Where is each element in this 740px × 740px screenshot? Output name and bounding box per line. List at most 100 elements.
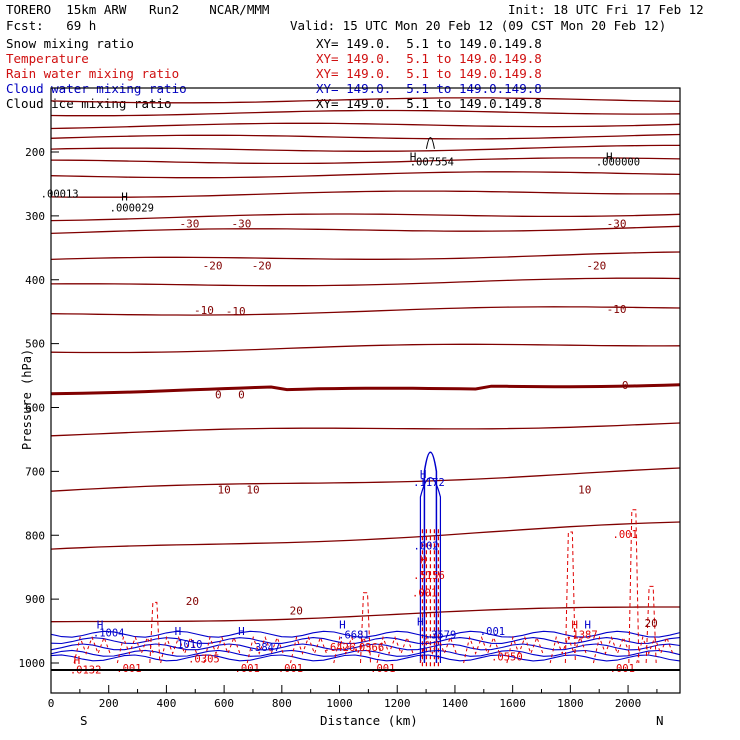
max-value-label: .1172 [413,477,445,489]
rain-water-contour [246,635,284,664]
max-value-label: .002 [413,540,438,552]
x-tick-label: 0 [48,697,55,710]
max-value-label: .6681 [338,629,370,641]
isotherm-line [50,171,681,179]
temperature-label: 10 [578,483,591,496]
rain-water-contour [333,635,371,664]
field-rain-xy: XY= 149.0. 5.1 to 149.0.149.8 [316,66,542,81]
cloud-water-column-outer [419,477,442,663]
y-tick-label: 200 [25,146,45,159]
h-marker: H [97,619,104,632]
temperature-label: -20 [252,260,272,273]
isotherm-line [50,109,681,117]
isotherm-line [50,306,681,316]
rain-water-contour [636,635,674,664]
model-title: TORERO 15km ARW Run2 NCAR/MMM [6,2,270,17]
isotherm-line [50,521,681,550]
x-axis-label: Distance (km) [320,713,418,728]
x-tick-label: 2000 [615,697,642,710]
isotherm-line [50,225,681,235]
h-marker: H [606,150,613,163]
isotherm-line [50,157,681,165]
max-value-label: .5156 [413,570,445,582]
isotherm-line [50,133,681,140]
x-tick-label: 200 [99,697,119,710]
y-tick-label: 700 [25,465,45,478]
rain-plume [149,601,161,664]
field-temperature: Temperature [6,51,89,66]
max-value-label: .001 [613,529,638,541]
temperature-label: -20 [586,260,606,273]
x-tick-label: 1000 [326,697,353,710]
rain-plume [645,585,657,664]
y-axis-label: Pressure (hPa) [20,348,34,450]
field-snow: Snow mixing ratio [6,36,134,51]
temperature-label: -10 [607,303,627,316]
isotherm-line [50,343,681,354]
isotherm-line [50,213,681,222]
rain-water-contour [289,635,327,664]
x-tick-label: 1400 [442,697,469,710]
y-tick-label: 300 [25,210,45,223]
max-value-label: .00013 [41,189,79,201]
isotherm-line [50,277,681,287]
rain-water-contour [506,635,544,664]
isotherm-line [50,122,681,130]
rain-water-contour [203,635,241,664]
h-marker: H [417,615,424,628]
cloud-water-band [50,643,681,651]
rain-water-contour [549,635,587,664]
max-value-label: .1387 [566,629,598,641]
temperature-label: -10 [226,305,246,318]
isotherm-line [50,606,680,623]
y-tick-label: 600 [25,402,45,415]
h-marker: H [420,554,427,567]
rain-plume [360,592,371,664]
south-label: S [80,713,88,728]
temperature-label: 10 [246,483,259,496]
max-value-label: .1010 [171,639,203,651]
x-tick-label: 1800 [557,697,584,710]
isotherm-line [50,422,681,437]
max-value-label: .0305 [188,654,220,666]
field-rain: Rain water mixing ratio [6,66,180,81]
y-tick-label: 400 [25,274,45,287]
temperature-label: -30 [607,218,627,231]
temperature-isotherms [50,97,681,623]
cloud-ice-cap [425,137,435,149]
contour-labels: -30 -30 -30 -20 -20 -20 -10 -10 -10 0 0 0 10 10 10 20 20… [41,150,658,676]
cloud-water-column [423,451,438,663]
temperature-label: -30 [180,218,200,231]
max-value-label: .6426 [324,642,356,654]
isotherm-line [50,144,680,152]
rain-plume [564,531,576,664]
h-marker: H [339,619,346,632]
h-marker: H [571,619,578,632]
forecast-hour: Fcst: 69 h [6,18,97,33]
max-value-label: .001 [480,626,505,638]
h-marker: H [121,191,128,204]
valid-time: Valid: 15 UTC Mon 20 Feb 12 (09 CST Mon … [290,18,667,33]
max-value-label: .3847 [249,642,281,654]
x-tick-label: 400 [156,697,176,710]
init-time: Init: 18 UTC Fri 17 Feb 12 [508,2,704,17]
h-marker: H [74,654,81,667]
isotherm-line [50,383,681,396]
temperature-label: 20 [186,595,199,608]
moisture-contours [50,137,681,667]
isotherm-line [50,467,681,492]
x-tick-label: 600 [214,697,234,710]
isotherm-line [50,190,681,198]
temperature-label: 10 [217,483,230,496]
rain-water-contour [376,635,414,664]
rain-water-contour [73,635,111,664]
north-label: N [656,713,664,728]
temperature-label: 20 [645,617,658,630]
isotherm-line [50,97,681,104]
rain-water-contour [463,635,501,664]
rain-water-contour [419,635,457,664]
x-tick-label: 1600 [499,697,526,710]
y-tick-label: 800 [25,529,45,542]
temperature-label: 0 [215,389,222,402]
